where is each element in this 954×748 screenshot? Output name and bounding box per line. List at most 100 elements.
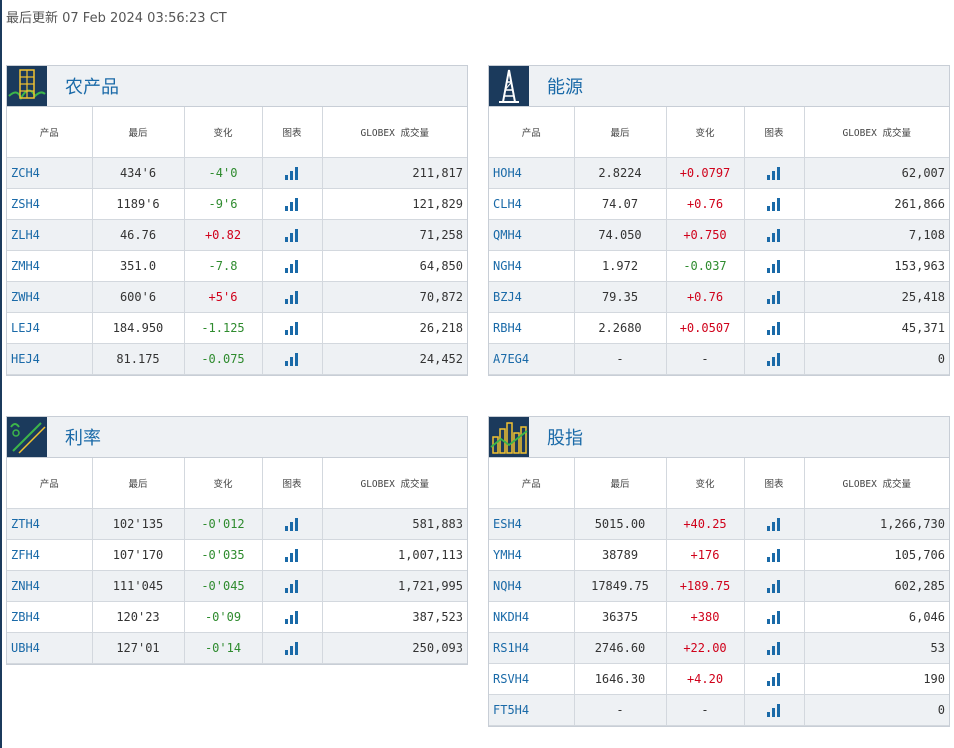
symbol-link[interactable]: ZBH4 [7, 601, 93, 633]
bar-chart-icon[interactable] [285, 321, 299, 335]
symbol-link[interactable]: ZMH4 [7, 250, 93, 282]
column-header-last: 最后 [92, 107, 185, 158]
symbol-link[interactable]: ZFH4 [7, 539, 93, 571]
symbol-link[interactable]: NQH4 [489, 570, 575, 602]
last-price: 1646.30 [574, 663, 667, 695]
last-price: 351.0 [92, 250, 185, 282]
column-header-last: 最后 [92, 458, 185, 509]
equity-index-icon [489, 417, 529, 457]
symbol-link[interactable]: ZTH4 [7, 508, 93, 540]
bar-chart-icon[interactable] [285, 290, 299, 304]
last-price: 5015.00 [574, 508, 667, 540]
symbol-link[interactable]: BZJ4 [489, 281, 575, 313]
globex-volume: 1,007,113 [322, 539, 467, 571]
symbol-link[interactable]: UBH4 [7, 632, 93, 664]
globex-volume: 53 [804, 632, 949, 664]
bar-chart-icon[interactable] [767, 579, 781, 593]
chart-cell [262, 188, 323, 220]
symbol-link[interactable]: LEJ4 [7, 312, 93, 344]
bar-chart-icon[interactable] [285, 641, 299, 655]
symbol-link[interactable]: NKDH4 [489, 601, 575, 633]
symbol-link[interactable]: RBH4 [489, 312, 575, 344]
price-change: -0.075 [184, 343, 263, 375]
last-price: 17849.75 [574, 570, 667, 602]
table-row: NGH4 1.972 -0.037 153,963 [489, 250, 949, 282]
bar-chart-icon[interactable] [767, 166, 781, 180]
bar-chart-icon[interactable] [767, 548, 781, 562]
table-row: A7EG4- -0 [489, 343, 949, 375]
symbol-link[interactable]: HEJ4 [7, 343, 93, 375]
price-change: - [666, 343, 745, 375]
symbol-link[interactable]: ZCH4 [7, 157, 93, 189]
table-row: ZSH4 1189'6 -9'6 121,829 [7, 188, 467, 220]
symbol-link[interactable]: HOH4 [489, 157, 575, 189]
bar-chart-icon[interactable] [767, 228, 781, 242]
bar-chart-icon[interactable] [767, 610, 781, 624]
bar-chart-icon[interactable] [285, 548, 299, 562]
globex-volume: 581,883 [322, 508, 467, 540]
symbol-link[interactable]: RSVH4 [489, 663, 575, 695]
globex-volume: 153,963 [804, 250, 949, 282]
price-change: +40.25 [666, 508, 745, 540]
price-change: +4.20 [666, 663, 745, 695]
globex-volume: 25,418 [804, 281, 949, 313]
bar-chart-icon[interactable] [285, 259, 299, 273]
symbol-link[interactable]: ZLH4 [7, 219, 93, 251]
globex-volume: 26,218 [322, 312, 467, 344]
bar-chart-icon[interactable] [767, 672, 781, 686]
last-price: 102'135 [92, 508, 185, 540]
last-price: 107'170 [92, 539, 185, 571]
last-price: 434'6 [92, 157, 185, 189]
bar-chart-icon[interactable] [285, 166, 299, 180]
bar-chart-icon[interactable] [285, 197, 299, 211]
symbol-link[interactable]: FT5H4 [489, 694, 575, 726]
bar-chart-icon[interactable] [285, 610, 299, 624]
chart-cell [262, 281, 323, 313]
symbol-link[interactable]: ESH4 [489, 508, 575, 540]
symbol-link[interactable]: RS1H4 [489, 632, 575, 664]
column-header-chart: 图表 [744, 458, 805, 509]
symbol-link[interactable]: ZSH4 [7, 188, 93, 220]
panel-header: 利率 [7, 417, 467, 458]
bar-chart-icon[interactable] [767, 352, 781, 366]
price-change: - [666, 694, 745, 726]
last-price: 81.175 [92, 343, 185, 375]
bar-chart-icon[interactable] [285, 517, 299, 531]
bar-chart-icon[interactable] [767, 321, 781, 335]
bar-chart-icon[interactable] [285, 579, 299, 593]
bar-chart-icon[interactable] [767, 517, 781, 531]
symbol-link[interactable]: YMH4 [489, 539, 575, 571]
last-price: 127'01 [92, 632, 185, 664]
column-header-volume: GLOBEX 成交量 [322, 107, 467, 158]
globex-volume: 211,817 [322, 157, 467, 189]
bar-chart-icon[interactable] [285, 228, 299, 242]
symbol-link[interactable]: CLH4 [489, 188, 575, 220]
chart-cell [744, 539, 805, 571]
price-change: +0.76 [666, 281, 745, 313]
bar-chart-icon[interactable] [767, 290, 781, 304]
table-row: HOH4 2.8224 +0.0797 62,007 [489, 157, 949, 189]
table-row: ZCH4 434'6 -4'0 211,817 [7, 157, 467, 189]
bar-chart-icon[interactable] [767, 197, 781, 211]
last-price: 74.07 [574, 188, 667, 220]
panel-header: 能源 [489, 66, 949, 107]
price-change: +380 [666, 601, 745, 633]
bar-chart-icon[interactable] [767, 641, 781, 655]
chart-cell [744, 694, 805, 726]
symbol-link[interactable]: NGH4 [489, 250, 575, 282]
column-header-chart: 图表 [262, 458, 323, 509]
price-change: +0.0507 [666, 312, 745, 344]
bar-chart-icon[interactable] [285, 352, 299, 366]
symbol-link[interactable]: ZNH4 [7, 570, 93, 602]
bar-chart-icon[interactable] [767, 259, 781, 273]
symbol-link[interactable]: QMH4 [489, 219, 575, 251]
price-change: +189.75 [666, 570, 745, 602]
chart-cell [262, 601, 323, 633]
price-change: -0.037 [666, 250, 745, 282]
bar-chart-icon[interactable] [767, 703, 781, 717]
symbol-link[interactable]: A7EG4 [489, 343, 575, 375]
symbol-link[interactable]: ZWH4 [7, 281, 93, 313]
last-price: 184.950 [92, 312, 185, 344]
table-row: ZBH4 120'23 -0'09 387,523 [7, 601, 467, 633]
chart-cell [262, 157, 323, 189]
